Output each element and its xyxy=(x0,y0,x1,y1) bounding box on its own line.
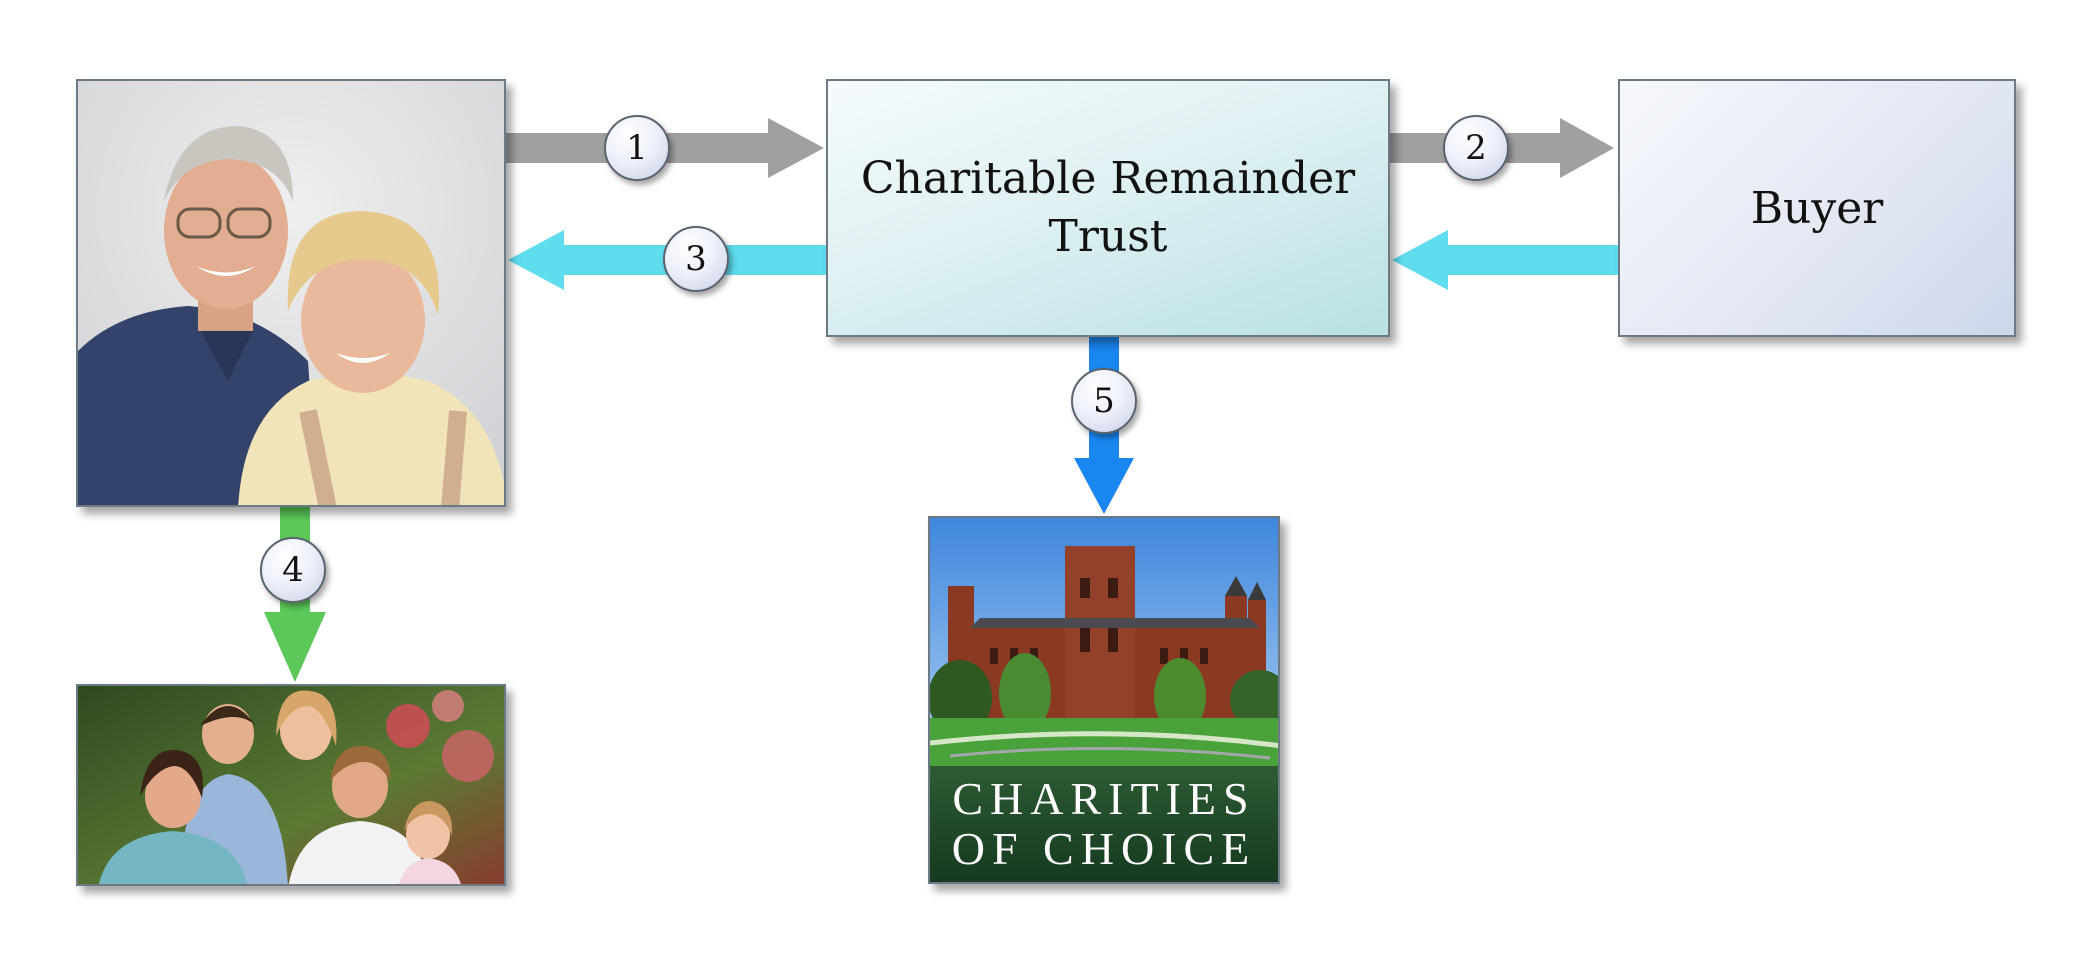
family-photo xyxy=(76,684,506,886)
charities-of-choice-banner: CHARITIES OF CHOICE xyxy=(930,766,1278,882)
step-1-badge: 1 xyxy=(604,115,670,181)
castle-illustration xyxy=(930,518,1278,778)
step-5-badge: 5 xyxy=(1071,368,1137,434)
step-4-badge: 4 xyxy=(260,537,326,603)
charity-label-line2: OF CHOICE xyxy=(951,823,1257,874)
trust-label-line2: Trust xyxy=(1048,211,1168,262)
charity-label-line1: CHARITIES xyxy=(952,773,1256,824)
step-2-badge: 2 xyxy=(1443,115,1509,181)
trust-label-line1: Charitable Remainder xyxy=(860,153,1356,204)
buyer-label: Buyer xyxy=(1750,182,1884,234)
charities-of-choice-image: CHARITIES OF CHOICE xyxy=(928,516,1280,884)
charitable-remainder-trust-box: Charitable Remainder Trust xyxy=(826,79,1390,337)
step-3-badge: 3 xyxy=(663,226,729,292)
buyer-box: Buyer xyxy=(1618,79,2016,337)
family-illustration xyxy=(78,686,504,884)
couple-illustration xyxy=(78,81,504,505)
couple-photo xyxy=(76,79,506,507)
arrow-buyer-to-trust xyxy=(1392,230,1618,290)
